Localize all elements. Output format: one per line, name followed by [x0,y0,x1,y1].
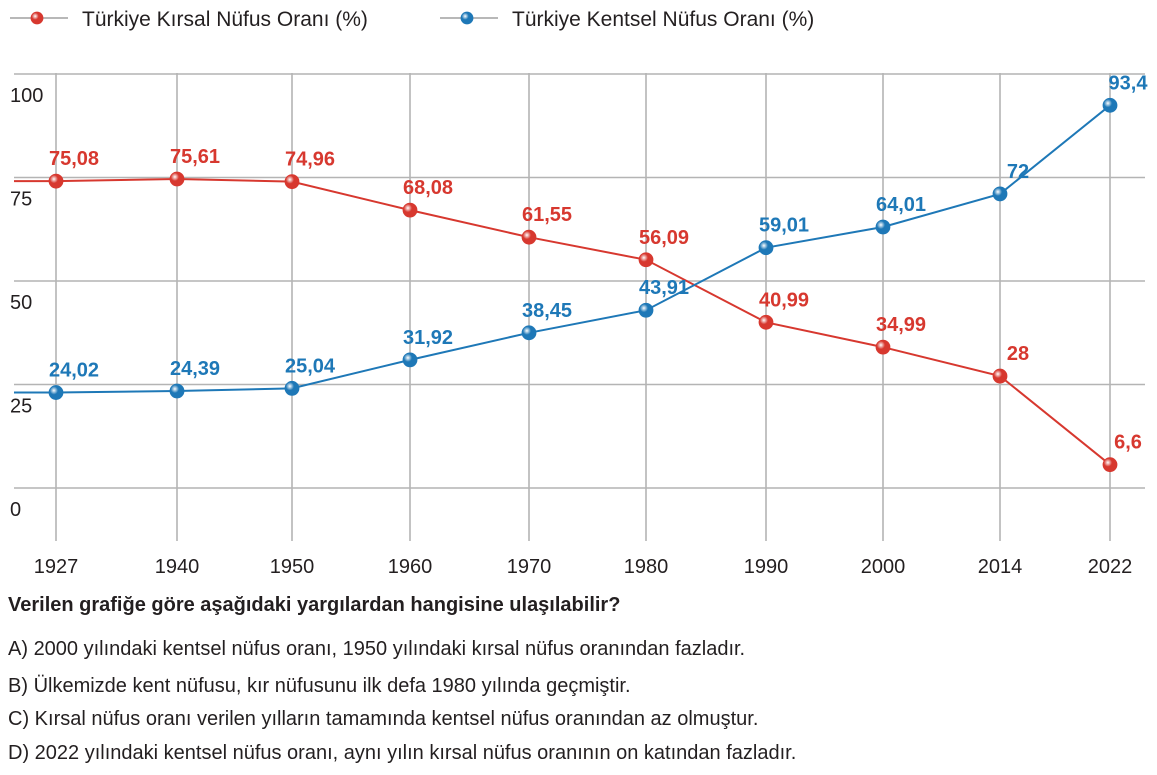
data-label: 28 [1007,343,1029,365]
data-label: 24,39 [170,358,220,380]
option-c-letter: C) [8,708,30,730]
data-label: 61,55 [522,204,572,226]
y-tick-label: 0 [10,499,21,521]
data-point [169,383,185,399]
data-point [521,325,537,341]
data-point [875,219,891,235]
y-tick-label: 100 [10,85,43,107]
data-point [1102,97,1118,113]
data-label: 43,91 [639,277,689,299]
data-point [638,252,654,268]
data-label: 38,45 [522,300,572,322]
data-label: 72 [1007,161,1029,183]
question-text: Verilen grafiğe göre aşağıdaki yargılard… [8,594,621,616]
option-c[interactable]: C) Kırsal nüfus oranı verilen yılların t… [8,708,758,731]
option-a-letter: A) [8,638,28,660]
data-label: 34,99 [876,314,926,336]
legend-label: Türkiye Kentsel Nüfus Oranı (%) [512,8,814,31]
data-label: 64,01 [876,194,926,216]
x-tick-label: 1950 [270,556,315,578]
legend-label: Türkiye Kırsal Nüfus Oranı (%) [82,8,368,31]
y-tick-label: 25 [10,396,32,418]
option-b-text: Ülkemizde kent nüfusu, kır nüfusunu ilk … [33,675,631,697]
data-point [992,186,1008,202]
data-point [284,380,300,396]
option-a-text: 2000 yılındaki kentsel nüfus oranı, 1950… [33,638,746,660]
y-tick-label: 75 [10,189,32,211]
x-tick-label: 2014 [978,556,1023,578]
data-label: 68,08 [403,177,453,199]
data-label: 25,04 [285,355,336,377]
data-point [992,368,1008,384]
series-line [55,104,1111,394]
option-c-text: Kırsal nüfus oranı verilen yılların tama… [34,708,759,730]
data-point [521,229,537,245]
data-label: 75,61 [170,146,220,168]
series-line [55,177,1111,466]
data-point [402,202,418,218]
option-b-letter: B) [8,675,28,697]
x-tick-label: 1980 [624,556,669,578]
data-point [875,339,891,355]
data-point [48,385,64,400]
data-label: 40,99 [759,289,809,311]
data-point [758,240,774,256]
legend-marker [30,11,44,25]
x-tick-label: 1940 [155,556,200,578]
data-label: 6,6 [1114,432,1142,454]
x-tick-label: 1960 [388,556,433,578]
option-d[interactable]: D) 2022 yılındaki kentsel nüfus oranı, a… [8,742,796,765]
data-point [758,314,774,330]
data-label: 24,02 [49,360,99,382]
data-point [284,174,300,190]
data-point [169,171,185,187]
x-tick-label: 1990 [744,556,789,578]
x-tick-label: 2022 [1088,556,1133,578]
data-label: 31,92 [403,327,453,349]
line-chart: 0 25 50 75 100 1927 1940 1950 1960 1970 1980 1990 20… [10,8,1149,578]
data-label: 75,08 [49,148,99,170]
x-tick-label: 1970 [507,556,552,578]
option-d-letter: D) [8,742,30,764]
y-tick-label: 50 [10,292,32,314]
legend-marker [460,11,474,25]
data-point [1102,457,1118,473]
data-label: 56,09 [639,227,689,249]
data-label: 74,96 [285,149,335,171]
data-label: 59,01 [759,215,809,237]
data-point [402,352,418,368]
data-label: 93,4 [1109,72,1149,94]
option-b[interactable]: B) Ülkemizde kent nüfusu, kır nüfusunu i… [8,675,631,698]
data-point [638,302,654,318]
x-tick-label: 1927 [34,556,79,578]
x-tick-label: 2000 [861,556,906,578]
option-d-text: 2022 yılındaki kentsel nüfus oranı, aynı… [34,742,797,764]
data-point [48,173,64,189]
option-a[interactable]: A) 2000 yılındaki kentsel nüfus oranı, 1… [8,638,745,661]
